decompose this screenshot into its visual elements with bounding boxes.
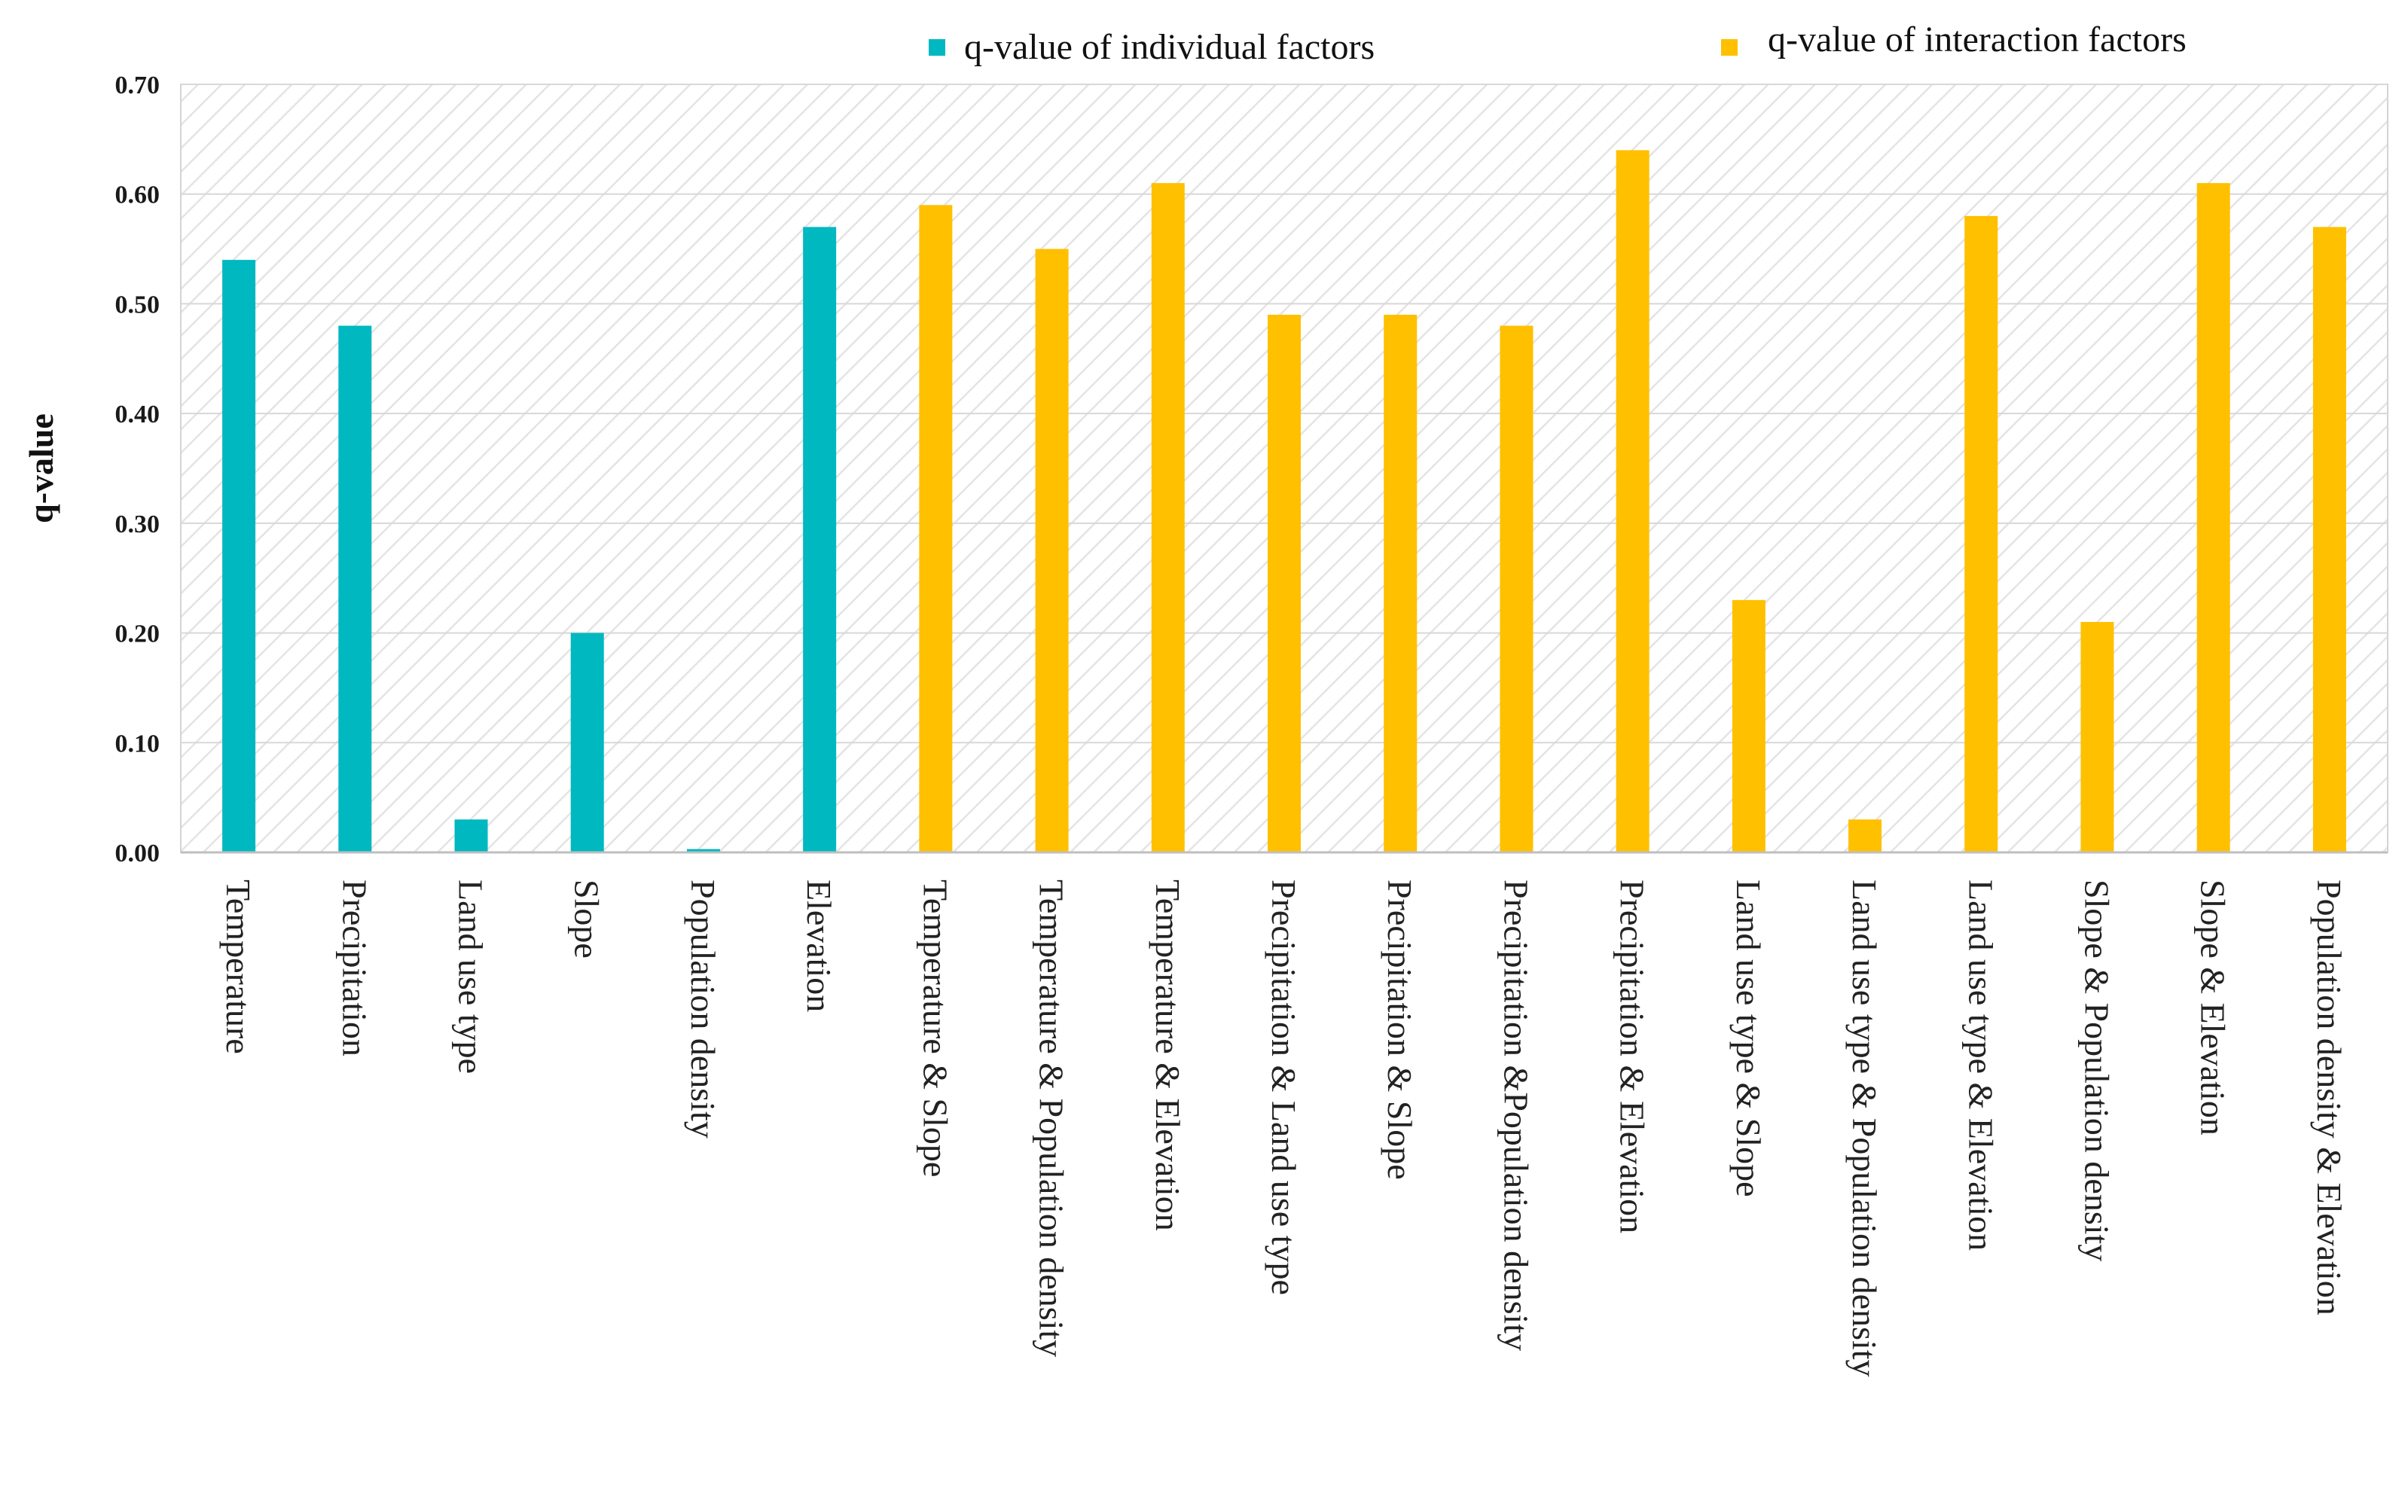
legend: q-value of individual factors q-value of…	[929, 20, 2187, 67]
bar-temperature-slope	[919, 205, 953, 852]
bar-precipitation	[338, 325, 372, 853]
y-tick-label: 0.60	[115, 181, 160, 209]
bar-precipitation-elevation	[1616, 150, 1650, 852]
y-tick-label: 0.00	[115, 840, 160, 867]
y-tick-label: 0.50	[115, 291, 160, 319]
bar-slope	[570, 633, 604, 852]
y-axis-ticks: 0.00 0.10 0.20 0.30 0.40 0.50 0.60 0.70	[115, 72, 160, 867]
bar-land-use-type-elevation	[1964, 215, 1998, 852]
bar-slope-population-density	[2080, 622, 2114, 852]
legend-swatch-interaction	[1721, 39, 1738, 56]
x-category-label: Land use type & Elevation	[1961, 879, 2000, 1251]
x-category-label: Slope & Elevation	[2194, 879, 2233, 1136]
legend-label-interaction: q-value of interaction factors	[1768, 20, 2187, 59]
bar-temperature	[222, 260, 256, 853]
bar-land-use-type	[454, 819, 488, 852]
bar-land-use-type-population-density	[1848, 819, 1882, 852]
x-category-label: Temperature & Elevation	[1149, 879, 1187, 1231]
bar-population-density-elevation	[2312, 227, 2346, 852]
y-axis-label: q-value	[22, 413, 60, 523]
bar-temperature-population-density	[1035, 248, 1069, 853]
bar-elevation	[803, 227, 837, 852]
x-category-label: Population density & Elevation	[2310, 879, 2348, 1315]
x-category-label: Precipitation	[335, 879, 374, 1056]
x-category-label: Temperature & Population density	[1033, 879, 1071, 1357]
bar-precipitation-land-use-type	[1268, 315, 1301, 852]
legend-swatch-individual	[929, 39, 945, 56]
x-category-label: Land use type & Slope	[1729, 879, 1768, 1197]
bar-population-density	[686, 849, 720, 852]
bar-temperature-elevation	[1151, 183, 1185, 853]
legend-label-individual: q-value of individual factors	[964, 27, 1375, 67]
bar-precipitation-population-density	[1500, 325, 1534, 853]
bar-land-use-type-slope	[1732, 599, 1766, 852]
x-category-label: Land use type	[452, 879, 490, 1074]
x-category-label: Slope & Population density	[2077, 879, 2116, 1261]
x-category-label: Temperature & Slope	[916, 879, 954, 1177]
y-tick-label: 0.40	[115, 401, 160, 428]
x-category-label: Land use type & Population density	[1845, 879, 1884, 1377]
bars	[222, 150, 2346, 853]
x-category-label: Precipitation & Land use type	[1265, 879, 1303, 1295]
x-category-label: Slope	[568, 879, 606, 959]
y-tick-label: 0.30	[115, 511, 160, 538]
x-category-label: Temperature	[219, 879, 258, 1054]
y-tick-label: 0.10	[115, 730, 160, 758]
x-axis-labels: Temperature Precipitation Land use type Slo…	[219, 879, 2348, 1377]
bar-slope-elevation	[2196, 183, 2230, 853]
y-tick-label: 0.20	[115, 620, 160, 648]
x-category-label: Precipitation & Slope	[1381, 879, 1419, 1180]
x-category-label: Precipitation &Population density	[1497, 879, 1535, 1351]
x-category-label: Elevation	[800, 879, 838, 1012]
x-category-label: Population density	[684, 879, 722, 1139]
bar-precipitation-slope	[1384, 315, 1418, 852]
x-category-label: Precipitation & Elevation	[1613, 879, 1652, 1233]
y-tick-label: 0.70	[115, 72, 160, 99]
